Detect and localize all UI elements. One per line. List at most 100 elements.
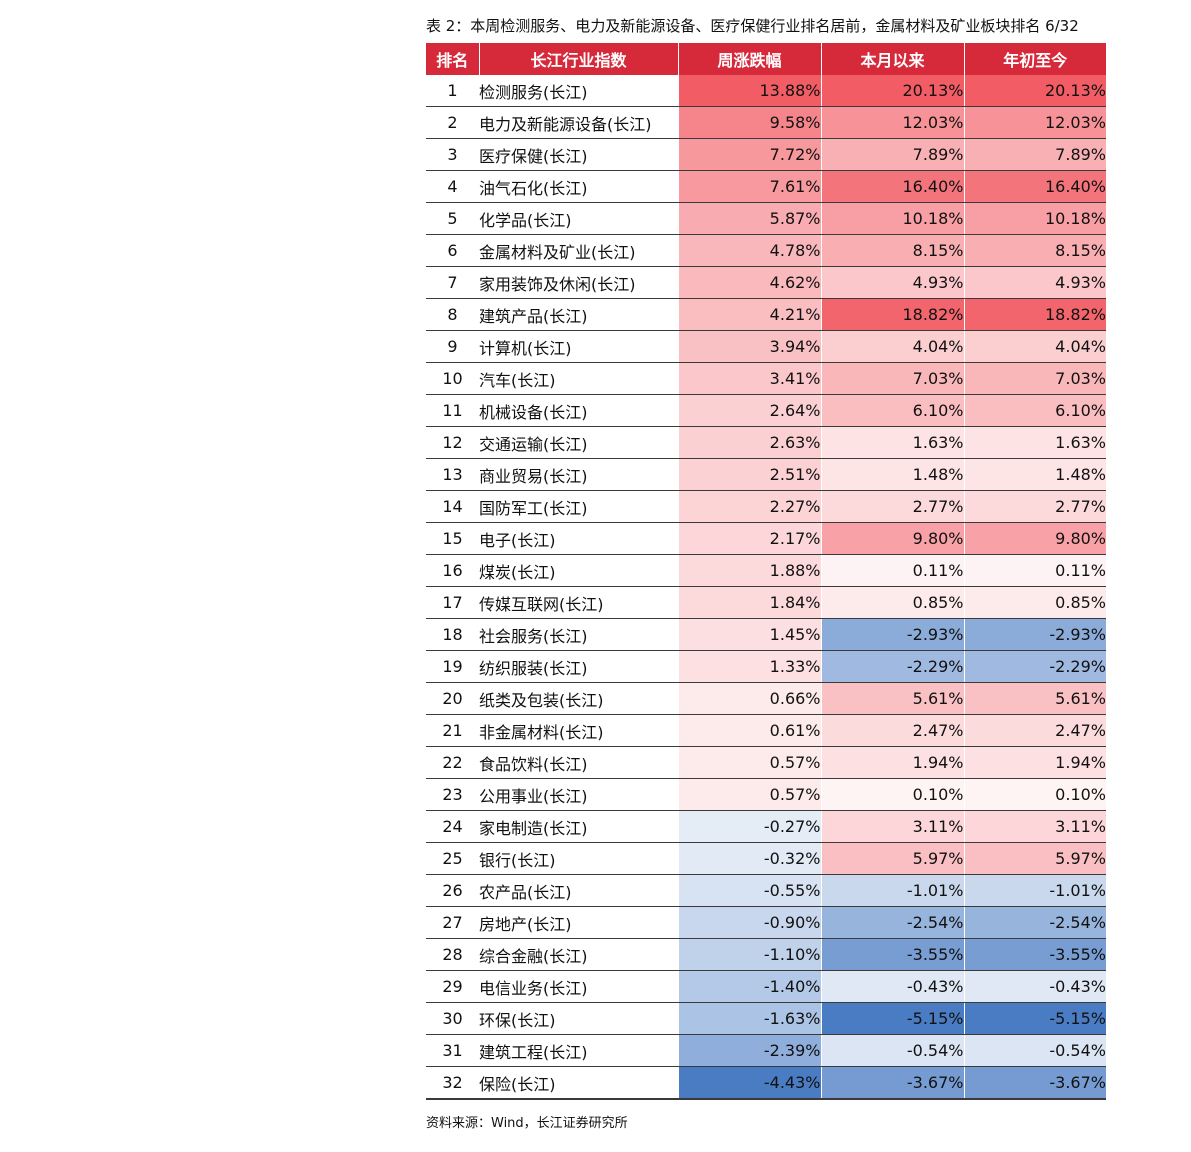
year-to-date-cell: 20.13% — [963, 75, 1106, 107]
month-to-date-cell: -5.15% — [820, 1002, 964, 1035]
industry-name-cell: 传媒互联网(长江) — [479, 586, 678, 619]
rank-cell: 32 — [426, 1066, 479, 1100]
industry-name-cell: 银行(长江) — [479, 842, 678, 875]
industry-name-cell: 建筑产品(长江) — [479, 298, 678, 331]
year-to-date-cell: 0.10% — [963, 778, 1106, 811]
source-note: 资料来源：Wind，长江证券研究所 — [426, 1116, 628, 1131]
year-to-date-cell: -2.29% — [963, 650, 1106, 683]
year-to-date-cell: 1.63% — [963, 426, 1106, 459]
weekly-change-cell: 0.61% — [677, 714, 821, 747]
industry-name-cell: 社会服务(长江) — [479, 618, 678, 651]
month-to-date-cell: -2.29% — [820, 650, 964, 683]
year-to-date-cell: -0.43% — [963, 970, 1106, 1003]
month-to-date-cell: 5.61% — [820, 682, 964, 715]
weekly-change-cell: -4.43% — [677, 1066, 821, 1100]
month-to-date-cell: 12.03% — [820, 106, 964, 139]
year-to-date-cell: -2.93% — [963, 618, 1106, 651]
industry-name-cell: 纸类及包装(长江) — [479, 682, 678, 715]
table-row: 6 金属材料及矿业(长江) 4.78% 8.15% 8.15% — [426, 234, 1106, 267]
industry-name-cell: 金属材料及矿业(长江) — [479, 234, 678, 267]
month-to-date-cell: 8.15% — [820, 234, 964, 267]
industry-name-cell: 环保(长江) — [479, 1002, 678, 1035]
year-to-date-cell: 4.04% — [963, 330, 1106, 363]
industry-name-cell: 机械设备(长江) — [479, 394, 678, 427]
year-to-date-cell: -1.01% — [963, 874, 1106, 907]
rank-cell: 29 — [426, 970, 479, 1003]
weekly-change-cell: -1.63% — [677, 1002, 821, 1035]
table-row: 20 纸类及包装(长江) 0.66% 5.61% 5.61% — [426, 682, 1106, 715]
year-to-date-cell: -3.55% — [963, 938, 1106, 971]
rank-cell: 30 — [426, 1002, 479, 1035]
year-to-date-cell: 12.03% — [963, 106, 1106, 139]
industry-name-cell: 商业贸易(长江) — [479, 458, 678, 491]
industry-name-cell: 检测服务(长江) — [479, 75, 678, 107]
month-to-date-cell: -2.54% — [820, 906, 964, 939]
rank-cell: 18 — [426, 618, 479, 651]
year-to-date-cell: 2.47% — [963, 714, 1106, 747]
industry-name-cell: 房地产(长江) — [479, 906, 678, 939]
month-to-date-cell: 6.10% — [820, 394, 964, 427]
month-to-date-cell: -3.67% — [820, 1066, 964, 1100]
month-to-date-cell: 2.77% — [820, 490, 964, 523]
table-row: 17 传媒互联网(长江) 1.84% 0.85% 0.85% — [426, 586, 1106, 619]
year-to-date-cell: 3.11% — [963, 810, 1106, 843]
table-row: 31 建筑工程(长江) -2.39% -0.54% -0.54% — [426, 1034, 1106, 1067]
industry-name-cell: 汽车(长江) — [479, 362, 678, 395]
month-to-date-cell: 1.94% — [820, 746, 964, 779]
month-to-date-cell: 10.18% — [820, 202, 964, 235]
table-row: 10 汽车(长江) 3.41% 7.03% 7.03% — [426, 362, 1106, 395]
industry-name-cell: 煤炭(长江) — [479, 554, 678, 587]
industry-name-cell: 电信业务(长江) — [479, 970, 678, 1003]
month-to-date-cell: -0.54% — [820, 1034, 964, 1067]
weekly-change-cell: 5.87% — [677, 202, 821, 235]
rank-cell: 7 — [426, 266, 479, 299]
weekly-change-cell: 1.88% — [677, 554, 821, 587]
table-row: 1 检测服务(长江) 13.88% 20.13% 20.13% — [426, 75, 1106, 107]
industry-name-cell: 公用事业(长江) — [479, 778, 678, 811]
year-to-date-cell: 18.82% — [963, 298, 1106, 331]
table-row: 5 化学品(长江) 5.87% 10.18% 10.18% — [426, 202, 1106, 235]
weekly-change-cell: 3.94% — [677, 330, 821, 363]
industry-name-cell: 保险(长江) — [479, 1066, 678, 1100]
table-row: 18 社会服务(长江) 1.45% -2.93% -2.93% — [426, 618, 1106, 651]
table-row: 26 农产品(长江) -0.55% -1.01% -1.01% — [426, 874, 1106, 907]
month-to-date-cell: -1.01% — [820, 874, 964, 907]
rank-cell: 8 — [426, 298, 479, 331]
year-to-date-cell: 7.89% — [963, 138, 1106, 171]
weekly-change-cell: 3.41% — [677, 362, 821, 395]
rank-cell: 13 — [426, 458, 479, 491]
year-to-date-cell: 2.77% — [963, 490, 1106, 523]
industry-name-cell: 食品饮料(长江) — [479, 746, 678, 779]
month-to-date-cell: -3.55% — [820, 938, 964, 971]
rank-cell: 27 — [426, 906, 479, 939]
month-to-date-cell: -0.43% — [820, 970, 964, 1003]
rank-cell: 19 — [426, 650, 479, 683]
table-row: 14 国防军工(长江) 2.27% 2.77% 2.77% — [426, 490, 1106, 523]
table-row: 2 电力及新能源设备(长江) 9.58% 12.03% 12.03% — [426, 106, 1106, 139]
year-to-date-cell: -0.54% — [963, 1034, 1106, 1067]
month-to-date-cell: 1.48% — [820, 458, 964, 491]
table-row: 27 房地产(长江) -0.90% -2.54% -2.54% — [426, 906, 1106, 939]
rank-cell: 1 — [426, 75, 479, 107]
weekly-change-cell: 4.78% — [677, 234, 821, 267]
rank-cell: 24 — [426, 810, 479, 843]
rank-cell: 3 — [426, 138, 479, 171]
table-row: 32 保险(长江) -4.43% -3.67% -3.67% — [426, 1066, 1106, 1100]
industry-ranking-table: 排名 长江行业指数 周涨跌幅 本月以来 年初至今 1 检测服务(长江) 13.88%… — [426, 43, 1106, 1100]
rank-cell: 20 — [426, 682, 479, 715]
month-to-date-cell: 5.97% — [820, 842, 964, 875]
year-to-date-cell: 5.61% — [963, 682, 1106, 715]
table-row: 19 纺织服装(长江) 1.33% -2.29% -2.29% — [426, 650, 1106, 683]
industry-name-cell: 家电制造(长江) — [479, 810, 678, 843]
rank-cell: 9 — [426, 330, 479, 363]
rank-cell: 4 — [426, 170, 479, 203]
rank-cell: 31 — [426, 1034, 479, 1067]
month-to-date-cell: 3.11% — [820, 810, 964, 843]
table-row: 7 家用装饰及休闲(长江) 4.62% 4.93% 4.93% — [426, 266, 1106, 299]
table-row: 3 医疗保健(长江) 7.72% 7.89% 7.89% — [426, 138, 1106, 171]
table-row: 28 综合金融(长江) -1.10% -3.55% -3.55% — [426, 938, 1106, 971]
year-to-date-cell: 16.40% — [963, 170, 1106, 203]
weekly-change-cell: 0.57% — [677, 746, 821, 779]
table-row: 4 油气石化(长江) 7.61% 16.40% 16.40% — [426, 170, 1106, 203]
header-year-to-date: 年初至今 — [964, 43, 1106, 75]
